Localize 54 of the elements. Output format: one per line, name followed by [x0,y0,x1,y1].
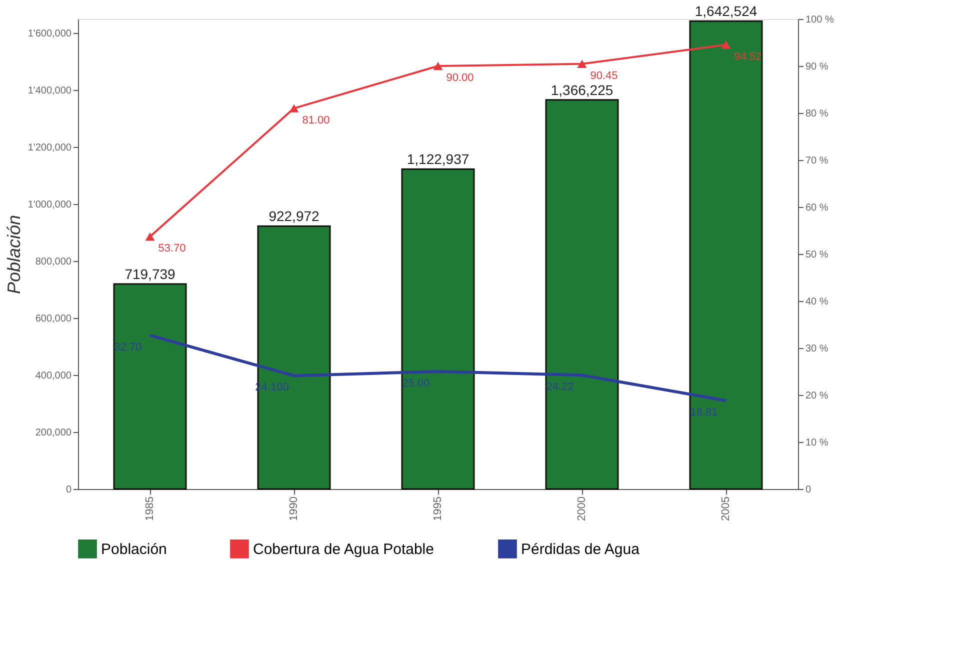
y2-tick-label: 50 % [806,250,828,260]
data-label: 32.70 [114,341,142,354]
y2-tick-label: 10 % [806,438,828,448]
y-axis-title: Población [4,214,24,294]
y2-tick-label: 90 % [806,62,828,72]
data-label: 1,642,524 [694,3,758,20]
data-label: 81.00 [302,114,330,126]
x-tick-label: 1985 [144,496,156,521]
y2-tick-label: 60 % [806,202,828,214]
legend-label: Cobertura de Agua Potable [253,540,434,558]
data-label: 24.22 [546,381,574,394]
x-tick-label: 2000 [576,496,588,521]
data-label: 1,366,225 [550,82,614,98]
y-tick-label: 1'200,000 [28,142,72,154]
point [145,232,155,241]
data-label: 719,739 [124,266,176,282]
legend-label: Población [101,540,167,558]
y-tick-label: 200,000 [35,428,72,439]
data-label: 90.00 [446,72,474,84]
y-tick-label: 1'400,000 [28,86,72,97]
bar [545,99,619,490]
legend-label: Pérdidas de Agua [521,540,640,558]
bar [689,20,763,490]
y-tick-label: 800,000 [35,256,72,268]
y-tick-label: 400,000 [35,370,72,382]
data-label: 1,122,937 [406,151,470,168]
point [289,104,299,112]
x-tick-label: 1990 [288,496,300,521]
data-label: 25.00 [402,378,430,390]
data-label: 53.70 [158,242,186,255]
bar [401,168,475,490]
y2-tick-label: 20 % [806,390,828,402]
bar [257,225,331,490]
line-series [148,334,728,402]
bar [113,283,187,490]
data-label: 94.52 [734,50,762,63]
point [721,40,731,49]
y2-tick-label: 40 % [806,296,828,308]
y2-tick-label: 70 % [806,156,828,166]
y2-tick-label: 100 % [806,14,834,26]
y-tick-label: 1'000,000 [28,200,72,211]
data-label: 922,972 [268,208,320,224]
data-label: 90.45 [590,70,618,82]
x-tick-label: 2005 [720,496,732,521]
point [577,60,587,68]
y-tick-label: 600,000 [35,314,72,325]
data-label: 18.81 [690,406,718,419]
y-tick-label: 1'600,000 [28,28,72,40]
y2-tick-label: 80 % [806,108,828,120]
y-tick-label: 0 [66,484,72,496]
x-tick-label: 1995 [432,496,444,521]
y2-tick-label: 30 % [806,344,828,354]
y2-tick-label: 0 [806,484,812,496]
point [433,62,443,70]
